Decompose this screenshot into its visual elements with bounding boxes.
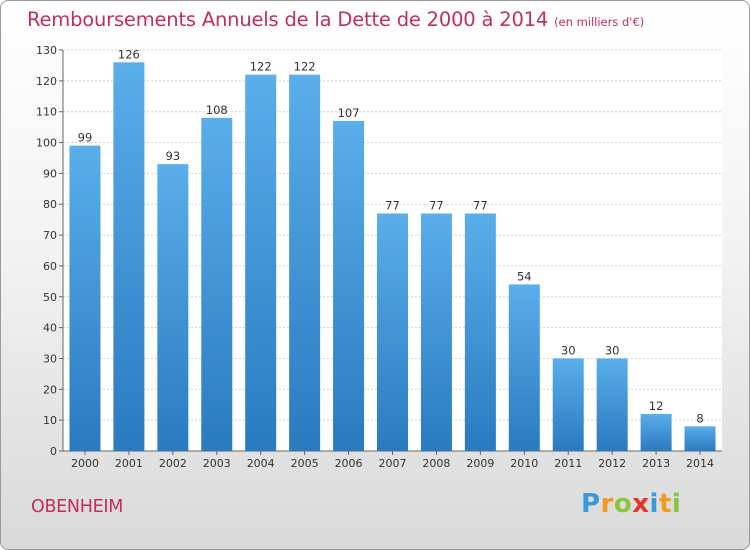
data-label: 54 <box>517 269 532 283</box>
bar <box>377 213 408 451</box>
data-label: 93 <box>166 149 181 163</box>
data-label: 12 <box>649 399 664 413</box>
data-label: 8 <box>696 411 703 425</box>
logo-letter: i <box>671 489 682 519</box>
x-tick-label: 2013 <box>642 457 670 470</box>
data-label: 30 <box>605 343 620 357</box>
x-tick-label: 2000 <box>71 457 99 470</box>
bar <box>69 145 101 451</box>
bar <box>201 117 233 451</box>
bar <box>245 74 277 451</box>
bar <box>508 284 540 451</box>
x-tick-label: 2009 <box>466 457 494 470</box>
x-tick-label: 2003 <box>203 457 231 470</box>
logo-letter: x <box>632 489 650 519</box>
y-tick-label: 110 <box>36 106 57 119</box>
proxiti-logo: Proxiti <box>581 489 681 519</box>
x-tick-label: 2011 <box>554 457 582 470</box>
bar <box>684 426 716 451</box>
data-label: 77 <box>385 198 400 212</box>
y-tick-label: 10 <box>43 414 57 427</box>
x-tick-label: 2014 <box>686 457 714 470</box>
y-tick-label: 130 <box>36 44 57 57</box>
x-tick-label: 2006 <box>335 457 363 470</box>
y-tick-label: 30 <box>43 352 57 365</box>
logo-letter: r <box>600 489 614 519</box>
bar <box>596 358 628 451</box>
y-tick-label: 120 <box>36 75 57 88</box>
y-tick-label: 90 <box>43 167 57 180</box>
y-tick-label: 100 <box>36 137 57 150</box>
chart-title: Remboursements Annuels de la Dette de 20… <box>27 8 644 31</box>
x-tick-label: 2010 <box>510 457 538 470</box>
x-tick-label: 2001 <box>115 457 143 470</box>
data-label: 122 <box>294 60 316 74</box>
y-tick-label: 60 <box>43 260 57 273</box>
data-label: 107 <box>338 106 360 120</box>
data-label: 77 <box>473 198 488 212</box>
data-label: 126 <box>118 47 140 61</box>
y-tick-label: 80 <box>43 198 57 211</box>
data-label: 77 <box>429 198 444 212</box>
logo-letter: o <box>613 489 633 519</box>
bar <box>420 213 452 451</box>
chart-subtitle: (en milliers d'€) <box>554 15 645 29</box>
data-label: 122 <box>250 60 272 74</box>
bar <box>113 62 145 451</box>
x-tick-label: 2007 <box>379 457 407 470</box>
bar <box>552 358 584 451</box>
data-label: 99 <box>78 131 93 145</box>
logo-letter: t <box>658 489 672 519</box>
y-tick-label: 70 <box>43 229 57 242</box>
data-label: 30 <box>561 343 576 357</box>
y-tick-label: 20 <box>43 383 57 396</box>
logo-letter: P <box>581 489 601 519</box>
x-tick-label: 2012 <box>598 457 626 470</box>
x-tick-label: 2008 <box>422 457 450 470</box>
bar <box>333 120 365 451</box>
commune-name: OBENHEIM <box>31 497 124 517</box>
bar <box>464 213 496 451</box>
chart-title-text: Remboursements Annuels de la Dette de 20… <box>27 8 549 31</box>
bar <box>289 74 321 451</box>
logo-letter: i <box>649 489 659 519</box>
x-tick-label: 2002 <box>159 457 187 470</box>
y-tick-label: 40 <box>43 322 57 335</box>
x-tick-label: 2005 <box>291 457 319 470</box>
x-tick-label: 2004 <box>247 457 275 470</box>
y-tick-label: 0 <box>50 445 57 458</box>
y-tick-label: 50 <box>43 291 57 304</box>
data-label: 108 <box>206 103 228 117</box>
bar <box>157 164 189 451</box>
bar <box>640 413 672 451</box>
